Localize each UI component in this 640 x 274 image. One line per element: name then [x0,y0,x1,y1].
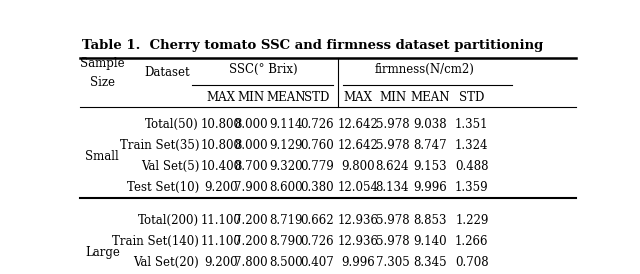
Text: 9.153: 9.153 [413,160,447,173]
Text: 0.760: 0.760 [300,139,334,152]
Text: STD: STD [459,91,484,104]
Text: 0.726: 0.726 [300,235,334,248]
Text: 8.000: 8.000 [234,139,268,152]
Text: Val Set(5): Val Set(5) [141,160,199,173]
Text: 1.266: 1.266 [455,235,488,248]
Text: 9.129: 9.129 [269,139,303,152]
Text: Dataset: Dataset [144,67,189,79]
Text: 5.978: 5.978 [376,118,410,131]
Text: 7.800: 7.800 [234,256,268,269]
Text: 0.708: 0.708 [455,256,489,269]
Text: 0.407: 0.407 [300,256,334,269]
Text: 7.305: 7.305 [376,256,410,269]
Text: Table 1.  Cherry tomato SSC and firmness dataset partitioning: Table 1. Cherry tomato SSC and firmness … [83,39,544,52]
Text: 9.996: 9.996 [413,181,447,195]
Text: 7.900: 7.900 [234,181,268,195]
Text: 10.800: 10.800 [201,118,242,131]
Text: 7.200: 7.200 [234,235,268,248]
Text: 12.642: 12.642 [337,118,378,131]
Text: 8.600: 8.600 [269,181,303,195]
Text: Val Set(20): Val Set(20) [133,256,199,269]
Text: 1.359: 1.359 [455,181,489,195]
Text: 9.200: 9.200 [205,181,238,195]
Text: SSC(° Brix): SSC(° Brix) [229,63,298,76]
Text: 9.800: 9.800 [341,160,374,173]
Text: firmness(N/cm2): firmness(N/cm2) [375,63,475,76]
Text: Size: Size [90,76,115,89]
Text: 8.500: 8.500 [269,256,303,269]
Text: Test Set(10): Test Set(10) [127,181,199,195]
Text: 11.100: 11.100 [201,214,242,227]
Text: 8.719: 8.719 [269,214,303,227]
Text: 9.038: 9.038 [413,118,447,131]
Text: 5.978: 5.978 [376,139,410,152]
Text: 8.790: 8.790 [269,235,303,248]
Text: 12.936: 12.936 [337,214,378,227]
Text: 0.779: 0.779 [300,160,334,173]
Text: MIN: MIN [379,91,406,104]
Text: 10.400: 10.400 [201,160,242,173]
Text: 8.345: 8.345 [413,256,447,269]
Text: 12.936: 12.936 [337,235,378,248]
Text: 8.624: 8.624 [376,160,409,173]
Text: Small: Small [86,150,119,163]
Text: 9.114: 9.114 [269,118,303,131]
Text: 8.747: 8.747 [413,139,447,152]
Text: 1.229: 1.229 [455,214,488,227]
Text: 5.978: 5.978 [376,214,410,227]
Text: 9.996: 9.996 [341,256,374,269]
Text: MAX: MAX [207,91,236,104]
Text: 8.134: 8.134 [376,181,409,195]
Text: 0.662: 0.662 [300,214,334,227]
Text: 8.000: 8.000 [234,118,268,131]
Text: Sample: Sample [80,57,125,70]
Text: 11.100: 11.100 [201,235,242,248]
Text: MEAN: MEAN [266,91,305,104]
Text: MIN: MIN [237,91,265,104]
Text: 8.853: 8.853 [413,214,447,227]
Text: 10.800: 10.800 [201,139,242,152]
Text: Train Set(140): Train Set(140) [112,235,199,248]
Text: MAX: MAX [343,91,372,104]
Text: 5.978: 5.978 [376,235,410,248]
Text: 0.380: 0.380 [300,181,334,195]
Text: Total(200): Total(200) [138,214,199,227]
Text: 1.351: 1.351 [455,118,488,131]
Text: Train Set(35): Train Set(35) [120,139,199,152]
Text: 12.642: 12.642 [337,139,378,152]
Text: 7.200: 7.200 [234,214,268,227]
Text: 0.488: 0.488 [455,160,488,173]
Text: 12.054: 12.054 [337,181,378,195]
Text: STD: STD [305,91,330,104]
Text: 8.700: 8.700 [234,160,268,173]
Text: 9.320: 9.320 [269,160,303,173]
Text: 9.140: 9.140 [413,235,447,248]
Text: Total(50): Total(50) [145,118,199,131]
Text: 0.726: 0.726 [300,118,334,131]
Text: 9.200: 9.200 [205,256,238,269]
Text: 1.324: 1.324 [455,139,488,152]
Text: Large: Large [85,246,120,259]
Text: MEAN: MEAN [410,91,449,104]
